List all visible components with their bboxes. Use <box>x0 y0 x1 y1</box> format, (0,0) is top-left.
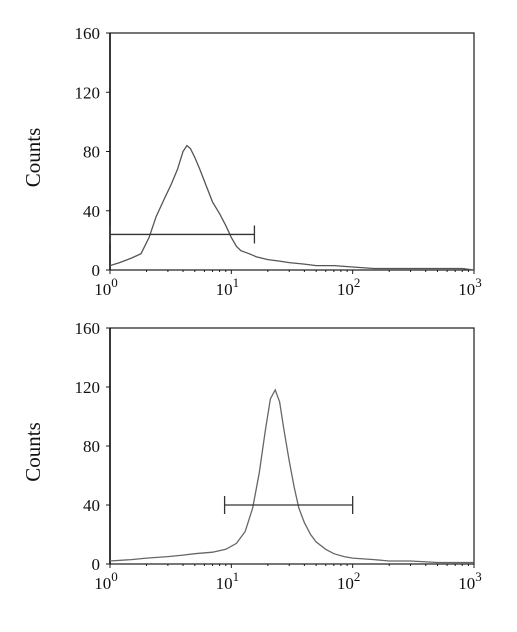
x-tick-exponent: 2 <box>354 569 361 584</box>
x-tick-label: 102 <box>337 275 361 299</box>
x-tick-base: 10 <box>216 574 233 593</box>
x-tick-exponent: 3 <box>475 275 482 290</box>
x-tick-label: 100 <box>94 569 118 593</box>
y-tick-label: 160 <box>75 24 101 43</box>
y-axis-label: Counts <box>21 128 45 188</box>
x-tick-base: 10 <box>337 574 354 593</box>
y-tick-label: 40 <box>83 496 100 515</box>
histogram-line <box>109 388 474 564</box>
x-tick-exponent: 0 <box>111 275 118 290</box>
y-axis-label: Counts <box>21 422 45 482</box>
y-tick-label: 120 <box>75 378 101 397</box>
y-tick-label: 120 <box>75 83 101 102</box>
y-tick-label: 0 <box>92 261 101 280</box>
x-tick-base: 10 <box>458 574 475 593</box>
x-tick-exponent: 2 <box>354 275 361 290</box>
x-tick-label: 101 <box>216 569 240 593</box>
x-tick-base: 10 <box>94 574 111 593</box>
y-tick-label: 160 <box>75 319 101 338</box>
x-tick-exponent: 3 <box>475 569 482 584</box>
x-tick-label: 102 <box>337 569 361 593</box>
x-tick-base: 10 <box>216 280 233 299</box>
x-tick-base: 10 <box>94 280 111 299</box>
plot-frame <box>109 327 475 565</box>
x-tick-exponent: 0 <box>111 569 118 584</box>
x-tick-label: 103 <box>458 569 482 593</box>
histogram-line <box>109 144 475 271</box>
x-tick-base: 10 <box>337 280 354 299</box>
x-tick-label: 101 <box>216 275 240 299</box>
x-tick-base: 10 <box>458 280 475 299</box>
y-tick-label: 80 <box>83 143 100 162</box>
y-tick-label: 40 <box>83 202 100 221</box>
x-tick-exponent: 1 <box>233 275 240 290</box>
x-tick-label: 100 <box>94 275 118 299</box>
y-tick-label: 0 <box>92 555 101 574</box>
x-tick-exponent: 1 <box>233 569 240 584</box>
x-tick-label: 103 <box>458 275 482 299</box>
y-tick-label: 80 <box>83 437 100 456</box>
